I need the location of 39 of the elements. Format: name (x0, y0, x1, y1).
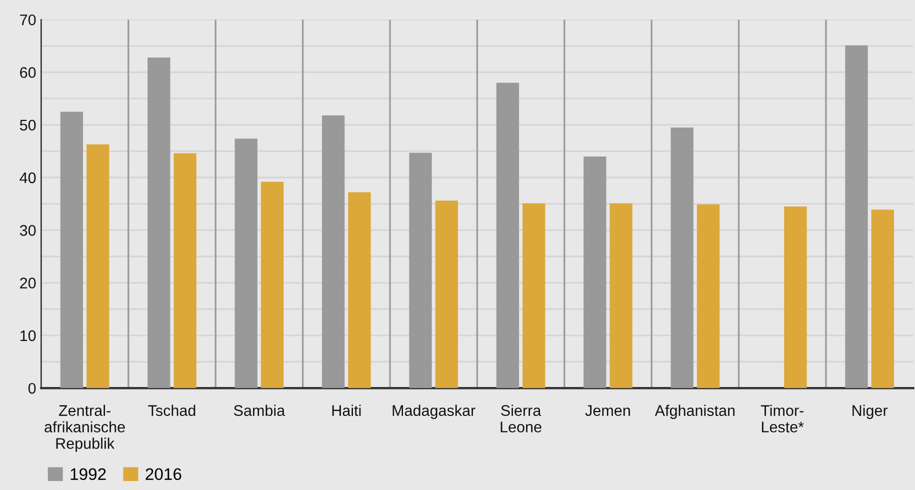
y-tick-label: 10 (20, 330, 36, 342)
bar (845, 45, 868, 388)
x-tick-label: Sierra Leone (500, 404, 542, 432)
x-tick-label: Tschad (148, 404, 196, 416)
y-tick-label: 70 (20, 14, 36, 26)
x-tick-label: Madagaskar (392, 404, 476, 419)
x-tick-label: Niger (852, 404, 888, 419)
bar (86, 144, 110, 388)
y-tick-label: 50 (20, 120, 36, 131)
y-tick-label: 20 (20, 278, 36, 288)
x-tick-label: Zentral- afrikanische Republik (44, 404, 125, 452)
x-tick-label: Timor- Leste* (760, 404, 804, 432)
y-tick-label: 30 (20, 225, 36, 236)
bar (670, 128, 694, 388)
bar (60, 112, 84, 388)
y-tick-label: 60 (20, 67, 36, 78)
bar (696, 204, 720, 388)
bar (610, 203, 632, 388)
bar (522, 203, 546, 388)
bar (584, 156, 606, 388)
bar (322, 115, 345, 388)
bar (260, 182, 284, 388)
x-tick-label: Sambia (234, 404, 286, 416)
bar (435, 200, 458, 388)
y-tick-label: 0 (28, 382, 36, 394)
bar (348, 192, 371, 388)
y-tick-label: 40 (20, 172, 36, 184)
x-tick-label: Haiti (332, 404, 361, 416)
bar (784, 206, 807, 388)
bar (174, 153, 196, 388)
bar (148, 58, 170, 388)
bar (871, 210, 894, 388)
x-tick-label: Jemen (585, 405, 630, 416)
legend-label: 1992 (70, 468, 106, 480)
bar (496, 82, 520, 388)
x-tick-label: Afghanistan (654, 404, 735, 419)
bar (234, 138, 258, 388)
bar (409, 152, 432, 388)
legend-label: 2016 (146, 468, 182, 480)
